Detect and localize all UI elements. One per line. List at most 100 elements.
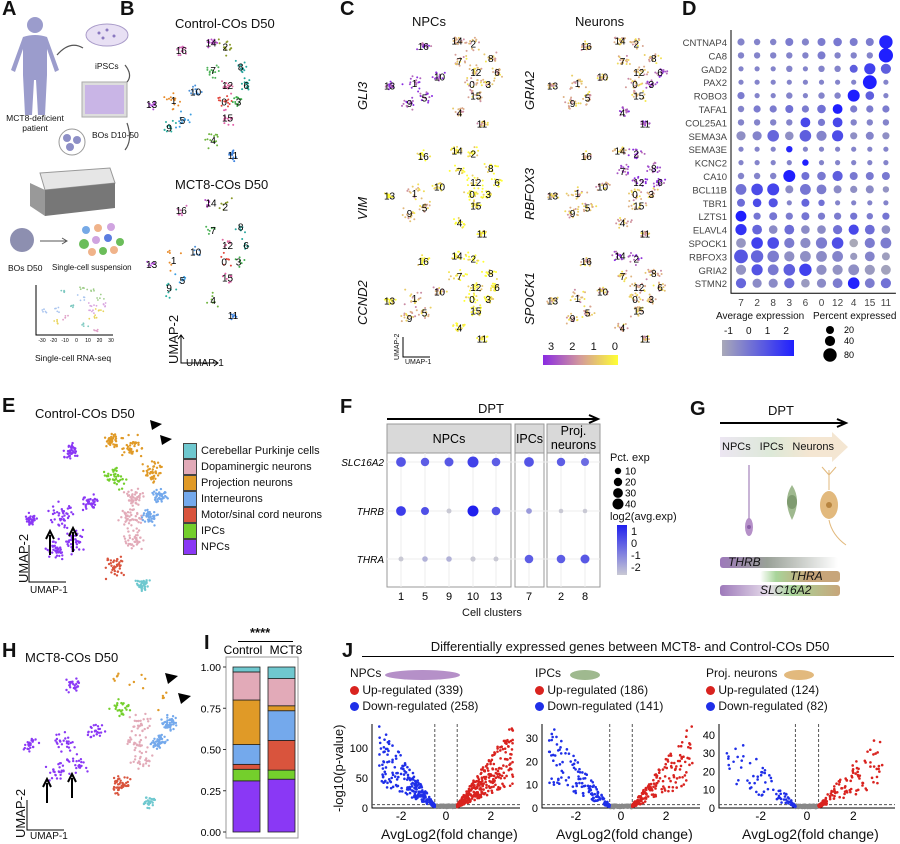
umap-cell-point [149,264,152,267]
umap-cell-point [74,771,77,774]
volcano-up-point [661,779,665,783]
umap-cell-point [180,110,182,113]
volcano-up-point [487,789,490,793]
umap-cell-point [552,83,555,85]
umap-cell-point [112,473,116,476]
i-bar-segment [232,768,261,782]
umap-cell-point [428,200,431,203]
umap-cell-point [479,312,482,315]
legend-item: IPCs [183,523,322,539]
cluster-label: 11 [477,334,488,345]
cluster-label: 0 [632,190,638,201]
volcano-down-point [391,758,394,762]
umap-cell-point [580,261,583,263]
umap-cell-point [570,102,573,105]
umap-cell-point [121,447,124,451]
volcano-up-point [631,802,635,805]
volcano-up-point [501,782,504,786]
umap-cell-point [568,212,571,214]
volcano-up-point [496,747,499,750]
umap-cell-point [646,178,649,181]
volcano-down-point [414,779,417,783]
umap-cell-point [210,38,213,41]
volcano-up-point [663,765,667,769]
umap-cell-point [92,288,95,291]
umap-cell-point [466,83,469,86]
volcano-down-point [398,790,402,793]
volcano-down-point [394,754,398,758]
cluster-label: 16 [418,152,430,163]
umap-cell-point [492,282,494,285]
umap-cell-point [240,70,243,73]
d-dot [751,237,763,249]
umap-cell-point [596,289,599,292]
umap-cell-point [208,41,211,44]
d-dot [770,52,777,59]
umap-cell-point [137,503,140,506]
umap-cell-point [217,97,220,99]
cluster-label: 7 [457,167,463,178]
volcano-up-point [500,745,504,749]
umap-cell-point [574,208,577,210]
umap-cell-point [642,288,645,291]
d-dot [882,212,890,220]
umap-cell-point [51,521,54,524]
volcano-down-point [424,795,427,799]
umap-cell-point [68,749,72,752]
umap-cell-point [164,494,167,498]
volcano-up-point [503,757,507,761]
cluster-label: 11 [228,311,239,322]
umap-cell-point [660,269,662,272]
umap-cell-point [458,221,461,224]
d-dot [800,251,811,262]
f-dot [580,554,590,564]
umap-cell-point [99,731,103,734]
umap-cell-point [133,758,137,761]
umap-cell-point [571,216,574,219]
umap-cell-point [207,147,210,150]
d-dot [737,52,745,59]
umap-cell-point [107,472,110,475]
suspension-label: Single-cell suspension [52,263,132,272]
volcano-up-point [507,728,511,731]
umap-cell-point [597,183,600,186]
umap-cell-point [497,72,500,75]
umap-cell-point [487,81,490,84]
umap-cell-point [426,260,428,263]
umap-cell-point [125,478,128,481]
umap-cell-point [630,275,633,278]
umap-cell-point [420,312,423,315]
umap-cell-point [462,56,465,58]
d-gene-label: TAFA1 [699,105,727,116]
umap-cell-point [147,803,150,806]
umap-cell-point [486,171,489,173]
panel-label-e: E [2,395,16,417]
umap-cell-point [572,194,574,197]
cluster-label: 0 [221,257,227,268]
umap-cell-point [155,740,159,743]
umap-cell-point [146,465,149,468]
umap-cell-point [174,273,177,276]
umap-cell-point [132,500,135,503]
umap-cell-point [477,187,480,190]
umap-cell-point [121,509,124,513]
umap-cell-point [125,514,129,518]
umap-cell-point [24,515,28,518]
umap-cell-point [617,322,620,325]
d-dot [850,252,858,260]
umap-cell-point [640,257,643,260]
umap-cell-point [170,723,173,726]
volcano-down-point [408,791,412,795]
umap-cell-point [153,737,156,740]
volcano-up-point [506,745,510,748]
umap-cell-point [416,152,419,155]
umap-cell-point [238,256,241,259]
umap-cell-point [104,305,107,307]
cluster-label: 12 [633,178,645,189]
umap-cell-point [585,207,588,210]
umap-cell-point [466,192,469,195]
umap-cell-point [53,511,56,515]
umap-cell-point [99,293,102,296]
umap-cell-point [576,196,579,199]
umap-cell-point [22,748,25,751]
